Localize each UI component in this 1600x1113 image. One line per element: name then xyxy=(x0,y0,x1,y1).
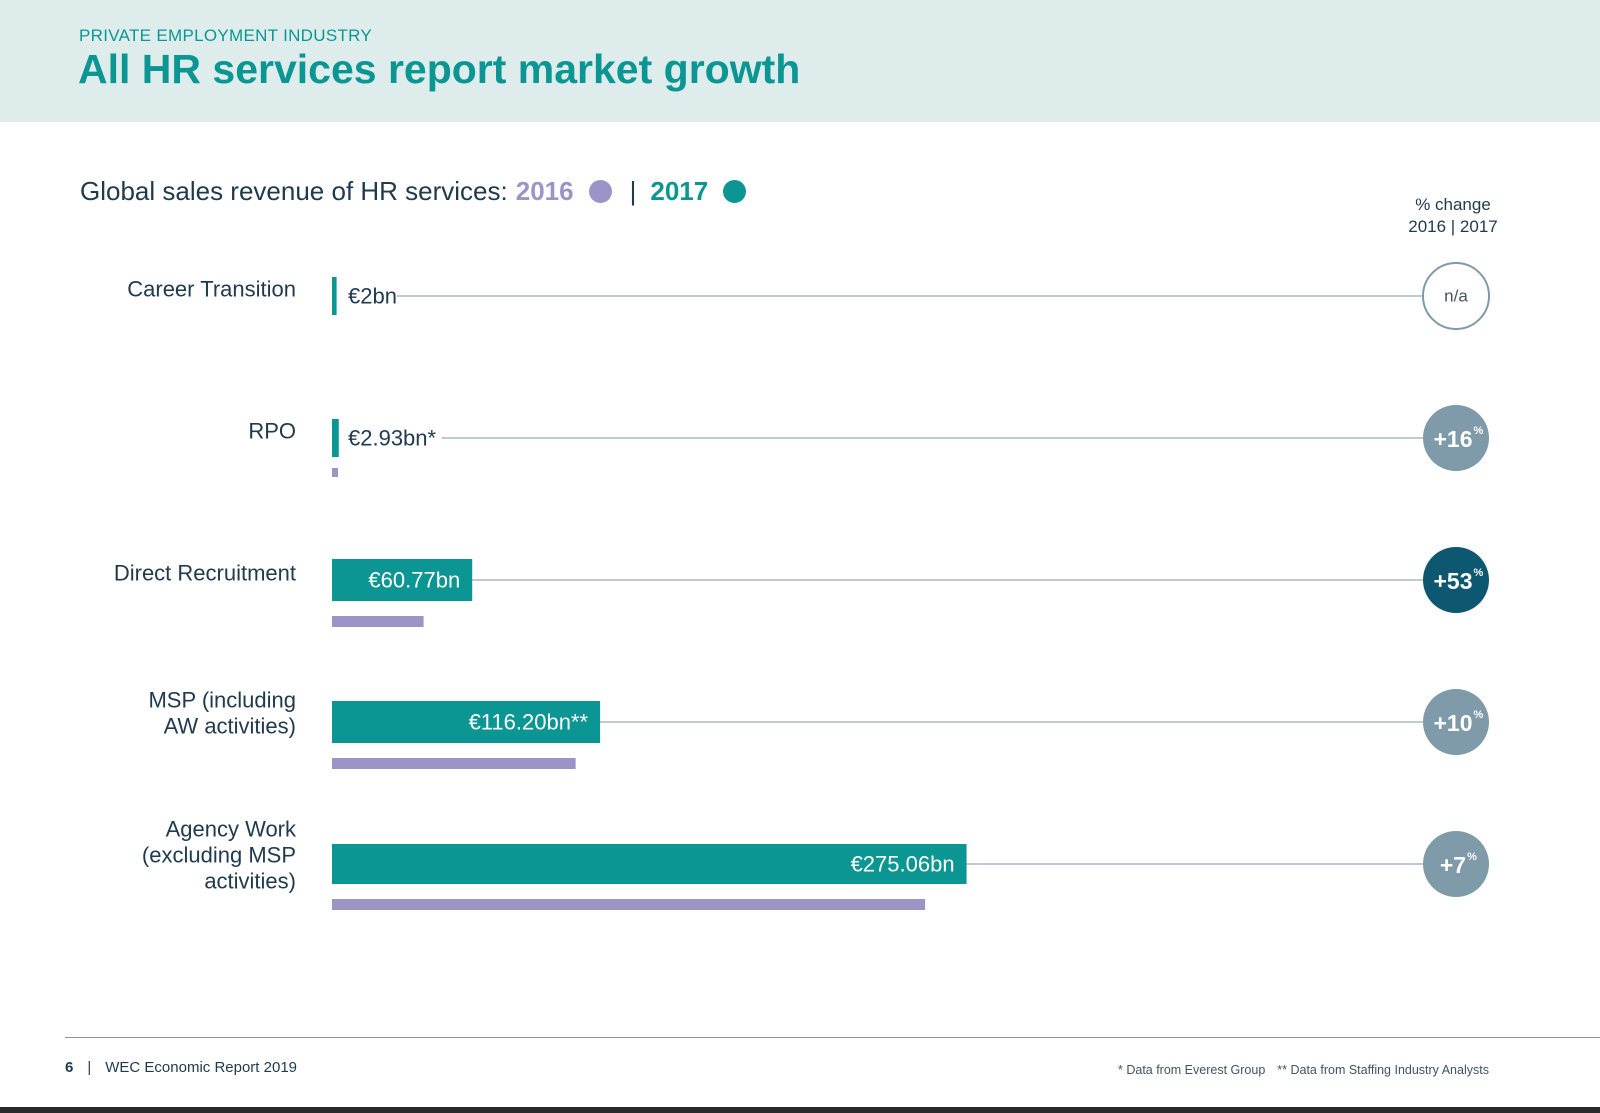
bar-2016 xyxy=(332,616,424,627)
pct-change-suffix: % xyxy=(1474,425,1484,437)
chart-title-text: Global sales revenue of HR services: xyxy=(80,176,508,206)
pct-change-header-line1: % change xyxy=(1415,195,1491,214)
footer-left: 6 | WEC Economic Report 2019 xyxy=(65,1059,297,1076)
pct-change-value: +53 xyxy=(1433,568,1472,594)
footer-notes: * Data from Everest Group ** Data from St… xyxy=(1118,1063,1489,1077)
value-label: €60.77bn xyxy=(368,568,460,593)
category-label: AW activities) xyxy=(164,714,296,739)
chart-title: Global sales revenue of HR services: 201… xyxy=(80,176,747,207)
page-title: All HR services report market growth xyxy=(78,46,801,92)
footnote-sia: ** Data from Staffing Industry Analysts xyxy=(1277,1063,1489,1077)
legend-2016-label: 2016 xyxy=(515,176,574,206)
pct-change-badge xyxy=(1423,547,1489,613)
bar-2017 xyxy=(332,701,601,743)
bar-2017 xyxy=(332,419,339,457)
legend-separator: | xyxy=(629,176,637,206)
category-label: Direct Recruitment xyxy=(114,561,296,586)
pct-change-suffix: % xyxy=(1474,709,1484,721)
bar-2016 xyxy=(332,899,926,910)
category-label: Career Transition xyxy=(127,277,296,302)
pct-change-header: % change 2016 | 2017 xyxy=(1398,194,1508,238)
category-label: RPO xyxy=(248,419,296,444)
legend-2017-dot xyxy=(723,180,747,203)
value-label: €275.06bn xyxy=(851,852,955,877)
bottom-edge xyxy=(0,1107,1600,1113)
bar-2016 xyxy=(332,758,576,769)
pct-change-value: n/a xyxy=(1444,287,1468,306)
pct-change-badge xyxy=(1423,689,1489,755)
value-label: €116.20bn** xyxy=(469,710,589,735)
bar-2017 xyxy=(332,844,967,884)
legend-2016-dot xyxy=(588,180,612,203)
pct-change-suffix: % xyxy=(1467,851,1477,863)
section-kicker: PRIVATE EMPLOYMENT INDUSTRY xyxy=(79,26,373,45)
legend-2017-label: 2017 xyxy=(650,176,709,206)
pct-change-value: +16 xyxy=(1433,426,1472,452)
footer-separator: | xyxy=(87,1059,92,1076)
category-label: Agency Work xyxy=(166,817,297,842)
header-band: PRIVATE EMPLOYMENT INDUSTRY All HR servi… xyxy=(0,0,1600,122)
pct-change-badge xyxy=(1423,405,1489,471)
pct-change-value: +10 xyxy=(1433,710,1472,736)
value-label: €2bn xyxy=(348,284,397,309)
report-name: WEC Economic Report 2019 xyxy=(105,1059,297,1076)
bar-2016 xyxy=(332,468,338,477)
pct-change-header-line2: 2016 | 2017 xyxy=(1408,217,1498,236)
footnote-everest: * Data from Everest Group xyxy=(1118,1063,1266,1077)
category-label: (excluding MSP xyxy=(142,843,296,868)
pct-change-badge xyxy=(1422,262,1490,330)
bar-2017 xyxy=(332,559,473,601)
pct-change-badge xyxy=(1423,831,1489,897)
bar-2017 xyxy=(332,277,337,315)
page-number: 6 xyxy=(65,1059,74,1076)
pct-change-value: +7 xyxy=(1440,852,1466,878)
category-label: MSP (including xyxy=(148,688,296,713)
category-label: activities) xyxy=(204,869,296,894)
pct-change-suffix: % xyxy=(1474,567,1484,579)
footer-divider xyxy=(65,1037,1600,1038)
value-label: €2.93bn* xyxy=(348,426,437,451)
